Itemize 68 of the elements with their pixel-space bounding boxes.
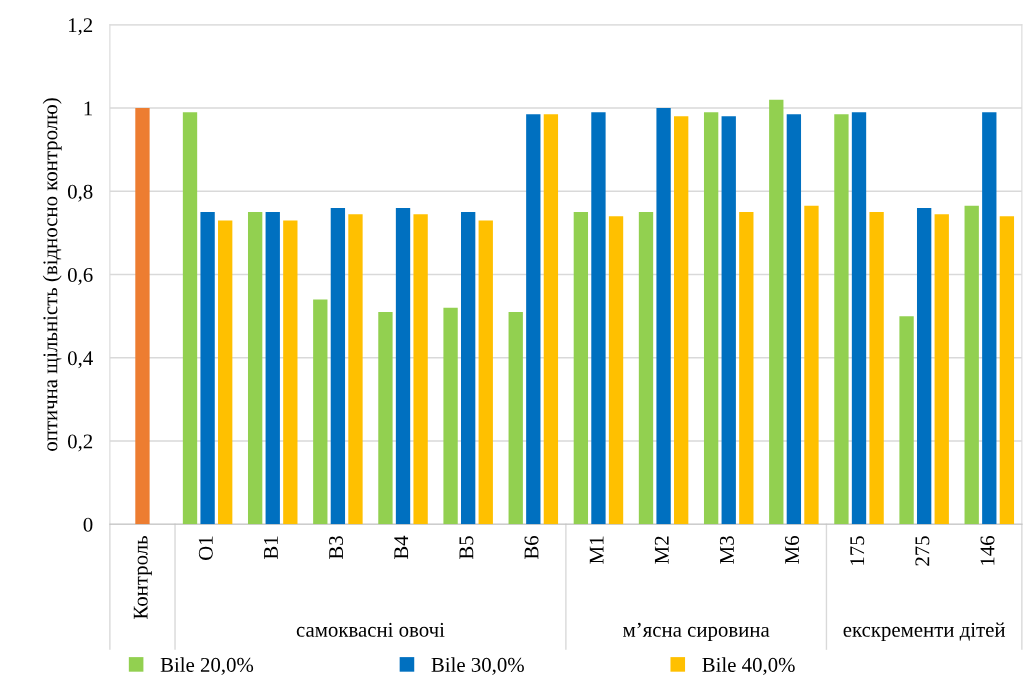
bar <box>348 214 363 525</box>
bar <box>834 114 849 525</box>
bar <box>443 307 458 525</box>
bar <box>804 205 819 525</box>
bar <box>200 212 215 525</box>
bar <box>769 99 784 525</box>
bar <box>265 212 280 525</box>
bar <box>964 205 979 525</box>
x-tick-label: O1 <box>198 536 213 560</box>
bar <box>526 114 541 525</box>
bar <box>934 214 949 525</box>
x-tick-label: 175 <box>850 536 865 565</box>
bar <box>851 112 867 525</box>
x-tick-label: 146 <box>980 535 995 565</box>
bar <box>786 114 802 525</box>
bar <box>283 220 298 525</box>
bar <box>330 207 346 525</box>
y-tick-label: 0,4 <box>67 351 93 369</box>
y-tick-label: 0 <box>83 517 93 532</box>
y-tick-label: 0,2 <box>67 434 93 452</box>
x-tick-label: B1 <box>264 536 278 560</box>
bar <box>413 214 428 525</box>
x-tick-label: M6 <box>785 535 800 564</box>
bar <box>218 220 233 525</box>
bar <box>982 112 997 525</box>
x-tick-label: B4 <box>394 535 409 560</box>
bar <box>869 212 884 525</box>
x-tick-label: M1 <box>589 536 604 564</box>
legend-label: Bile 40,0% <box>702 657 795 675</box>
bar <box>674 116 689 525</box>
bar <box>739 212 754 525</box>
bar <box>182 112 198 525</box>
bar <box>395 207 411 525</box>
x-tick-label: B3 <box>329 536 344 560</box>
x-tick-label: M2 <box>654 536 669 564</box>
bar <box>543 114 559 525</box>
bar <box>721 116 736 525</box>
bar <box>378 311 393 525</box>
x-tick-label: B6 <box>524 535 539 560</box>
y-tick-label: 0,8 <box>67 184 93 202</box>
bar <box>916 207 932 525</box>
text: екскременти дітей <box>843 622 1006 642</box>
bar <box>703 112 719 525</box>
legend-label: Bile 20,0% <box>160 657 254 675</box>
y-tick-label: 1 <box>84 101 92 116</box>
y-tick-label: 0,6 <box>67 267 93 285</box>
text: самоквасні овочі <box>296 622 445 637</box>
bar <box>638 212 654 525</box>
text: м’ясна сировина <box>623 622 770 642</box>
bar <box>508 311 523 525</box>
bar <box>591 112 606 525</box>
bar <box>478 220 493 525</box>
bar <box>573 212 589 525</box>
x-tick-label: M3 <box>719 536 734 564</box>
x-tick-label: B5 <box>459 536 474 560</box>
bar <box>247 212 263 525</box>
bar <box>899 316 914 525</box>
y-tick-label: 1,2 <box>69 18 93 36</box>
legend-label: Bile 30,0% <box>431 657 524 675</box>
bar <box>999 216 1015 525</box>
bar <box>461 212 476 525</box>
bar <box>135 108 150 525</box>
bar <box>656 108 671 525</box>
x-tick-label: Контроль <box>133 536 152 619</box>
y-axis-title: оптична щільність (відносно контролю) <box>42 98 62 451</box>
bar <box>313 299 328 525</box>
x-tick-label: 275 <box>915 536 930 566</box>
bar <box>608 216 624 525</box>
